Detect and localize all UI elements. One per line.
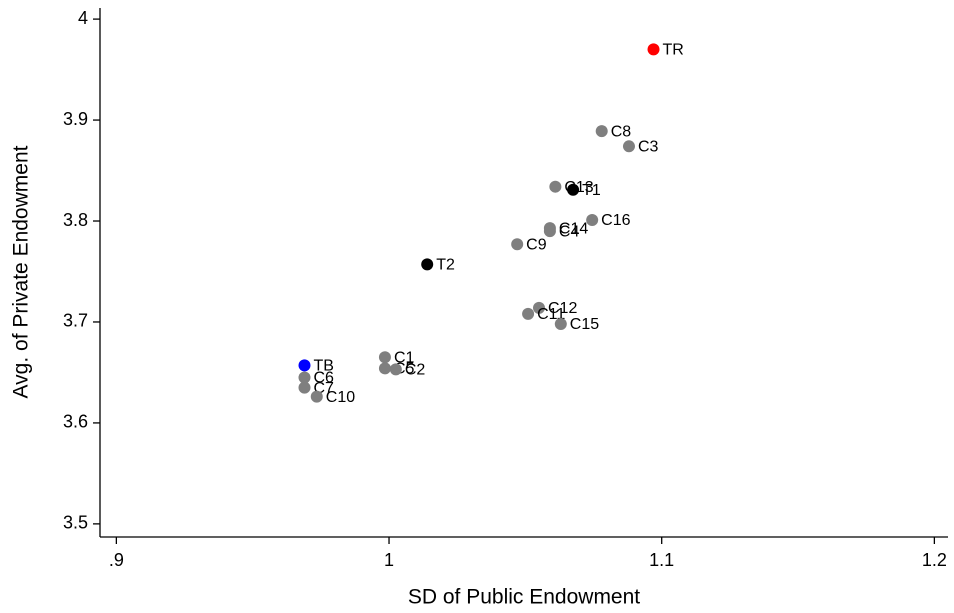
point xyxy=(298,371,311,384)
point-label: T1 xyxy=(582,182,601,199)
y-tick-label: 4 xyxy=(78,8,88,28)
point-label: C12 xyxy=(548,300,577,317)
point xyxy=(511,238,524,251)
point xyxy=(532,301,545,314)
y-axis-title: Avg. of Private Endowment xyxy=(10,145,33,398)
point xyxy=(298,381,311,394)
point xyxy=(421,258,434,271)
point-label: TR xyxy=(663,42,684,59)
y-tick-label: 3.9 xyxy=(63,109,88,129)
point xyxy=(310,390,323,403)
x-axis-title: SD of Public Endowment xyxy=(408,586,640,609)
point-label: C16 xyxy=(601,212,630,229)
point xyxy=(549,180,562,193)
y-tick-label: 3.8 xyxy=(63,210,88,230)
point-label: C4 xyxy=(559,223,580,240)
point-label: C14 xyxy=(559,220,588,237)
point xyxy=(554,317,567,330)
x-tick-label: .9 xyxy=(109,550,124,570)
x-tick-label: 1.2 xyxy=(922,550,947,570)
point-label: C6 xyxy=(314,370,335,387)
point-label: C8 xyxy=(611,123,632,140)
point-label: C2 xyxy=(405,362,426,379)
point-label: C3 xyxy=(638,139,659,156)
point xyxy=(378,362,391,375)
point xyxy=(586,214,599,227)
point xyxy=(389,363,402,376)
y-tick-label: 3.7 xyxy=(63,311,88,331)
point xyxy=(595,125,608,138)
point xyxy=(298,359,311,372)
point xyxy=(378,351,391,364)
x-tick-label: 1.1 xyxy=(649,550,674,570)
y-tick-label: 3.6 xyxy=(63,412,88,432)
point-label: C1 xyxy=(394,350,415,367)
point xyxy=(543,225,556,238)
point-label: TB xyxy=(314,358,334,375)
point xyxy=(522,307,535,320)
point-label: T2 xyxy=(436,257,455,274)
point-label: C10 xyxy=(326,389,355,406)
point-label: C9 xyxy=(526,236,547,253)
point xyxy=(622,140,635,153)
x-tick-label: 1 xyxy=(384,550,394,570)
point xyxy=(567,183,580,196)
point-label: C15 xyxy=(570,316,599,333)
y-tick-label: 3.5 xyxy=(63,513,88,533)
point xyxy=(647,43,660,56)
